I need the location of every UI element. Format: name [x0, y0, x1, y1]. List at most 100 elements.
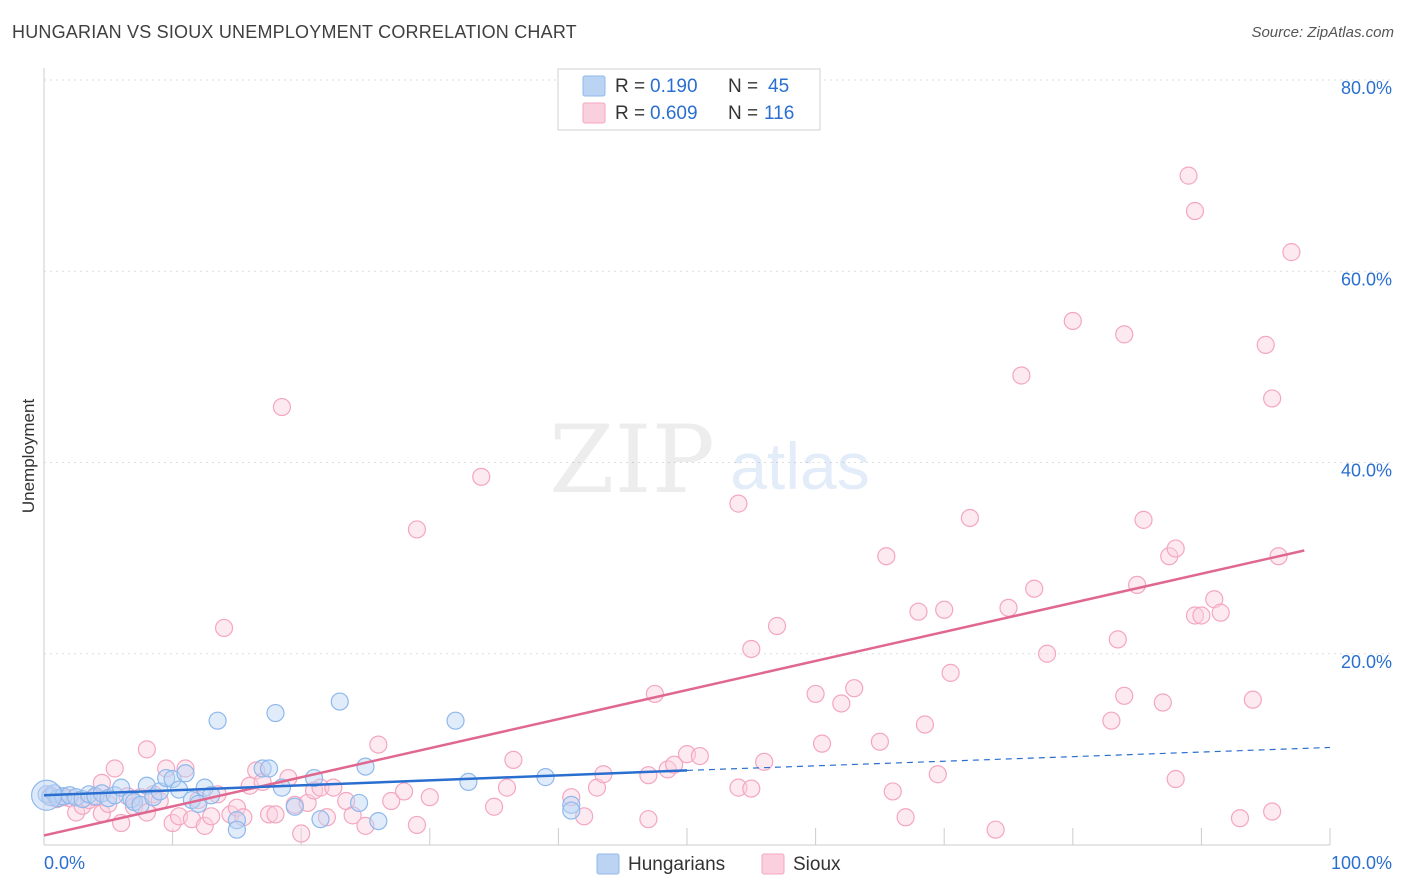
data-point [272, 397, 292, 417]
data-point [729, 494, 748, 513]
legend-swatch-hungarians [596, 853, 620, 875]
y-tick-label: 60.0% [1341, 269, 1392, 289]
data-point [259, 759, 279, 778]
data-point [266, 805, 285, 824]
data-point [877, 547, 896, 566]
data-point [394, 782, 414, 801]
trend-lines [43, 549, 1331, 837]
data-point [832, 694, 851, 713]
legend-n-value: 116 [764, 103, 794, 124]
data-point [176, 764, 195, 783]
data-point [1102, 711, 1121, 730]
data-point [407, 520, 427, 539]
data-point [1263, 389, 1282, 408]
data-point [935, 600, 954, 619]
watermark-zip: ZIP [549, 406, 715, 515]
watermark-atlas: atlas [730, 429, 869, 503]
trend-line-hungarians-extension [686, 746, 1331, 772]
x-tick-labels: 0.0% 100.0% [44, 853, 1392, 873]
data-point [755, 752, 774, 771]
legend-swatch-sioux [582, 102, 606, 124]
data-point [665, 755, 684, 774]
data-point [324, 778, 343, 797]
data-point [176, 759, 195, 778]
gridlines [44, 79, 1392, 655]
y-tick-labels: 20.0% 40.0% 60.0% 80.0% [1341, 78, 1392, 672]
legend-label-hungarians: Hungarians [628, 854, 725, 875]
x-tick-label: 100.0% [1331, 853, 1392, 873]
legend-swatch-hungarians [582, 75, 606, 97]
data-point [639, 766, 658, 785]
legend-n-value: 45 [768, 76, 789, 97]
data-point [195, 816, 214, 835]
data-point [562, 788, 581, 807]
data-point [1134, 510, 1153, 529]
y-tick-label: 80.0% [1341, 78, 1392, 98]
data-point [157, 759, 176, 778]
data-point [259, 805, 279, 824]
data-point [806, 684, 825, 704]
y-axis-label: Unemployment [19, 399, 38, 514]
data-point [909, 602, 928, 621]
data-point [845, 679, 864, 698]
data-point [562, 795, 581, 814]
sioux-points [41, 166, 1301, 843]
legend-r-value: 0.190 [650, 76, 698, 97]
legend-r-label: R = [615, 103, 645, 124]
data-point [420, 788, 439, 807]
data-point [382, 791, 401, 811]
data-point [562, 801, 581, 820]
data-point [485, 797, 504, 816]
legend-label-sioux: Sioux [793, 854, 841, 875]
watermark: ZIP atlas [549, 406, 870, 515]
data-point [742, 639, 761, 659]
data-point [202, 807, 221, 826]
data-point [285, 797, 304, 816]
legend-stats: R = 0.190 N = 45 R = 0.609 N = 116 [557, 68, 821, 131]
data-point [742, 779, 761, 798]
data-point [915, 715, 935, 734]
data-point [941, 663, 960, 682]
data-point [986, 820, 1005, 839]
data-point [1108, 630, 1127, 649]
data-point [639, 810, 658, 829]
data-point [1282, 243, 1301, 262]
data-point [253, 759, 272, 778]
data-point [497, 778, 517, 797]
data-point [157, 768, 176, 788]
data-point [767, 616, 787, 636]
data-point [1185, 606, 1205, 625]
data-point [369, 735, 388, 754]
data-point [208, 711, 227, 730]
legend-r-value: 0.609 [650, 103, 698, 124]
legend-series: Hungarians Sioux [596, 853, 841, 875]
data-point [330, 692, 349, 711]
data-point [1243, 690, 1262, 709]
data-point [690, 746, 709, 766]
data-point [227, 811, 246, 830]
source-label: Source: ZipAtlas.com [1251, 24, 1394, 41]
data-point [504, 750, 523, 769]
legend-n-label: N = [728, 76, 758, 97]
legend-r-label: R = [615, 76, 645, 97]
data-point [317, 808, 337, 827]
data-point [1211, 603, 1230, 622]
data-point [1256, 335, 1275, 354]
data-point [1063, 311, 1082, 331]
data-point [1166, 769, 1185, 789]
data-point [896, 808, 915, 827]
data-point [369, 811, 388, 831]
trend-line-sioux [43, 549, 1305, 837]
data-point [960, 508, 980, 528]
data-point [137, 740, 156, 759]
data-point [812, 734, 832, 753]
y-tick-label: 20.0% [1341, 652, 1392, 672]
data-point [1115, 686, 1134, 705]
data-point [349, 793, 369, 813]
data-point [1025, 579, 1044, 598]
data-point [1012, 366, 1031, 385]
data-point [999, 598, 1018, 617]
data-point [311, 810, 330, 829]
data-point [407, 815, 427, 835]
